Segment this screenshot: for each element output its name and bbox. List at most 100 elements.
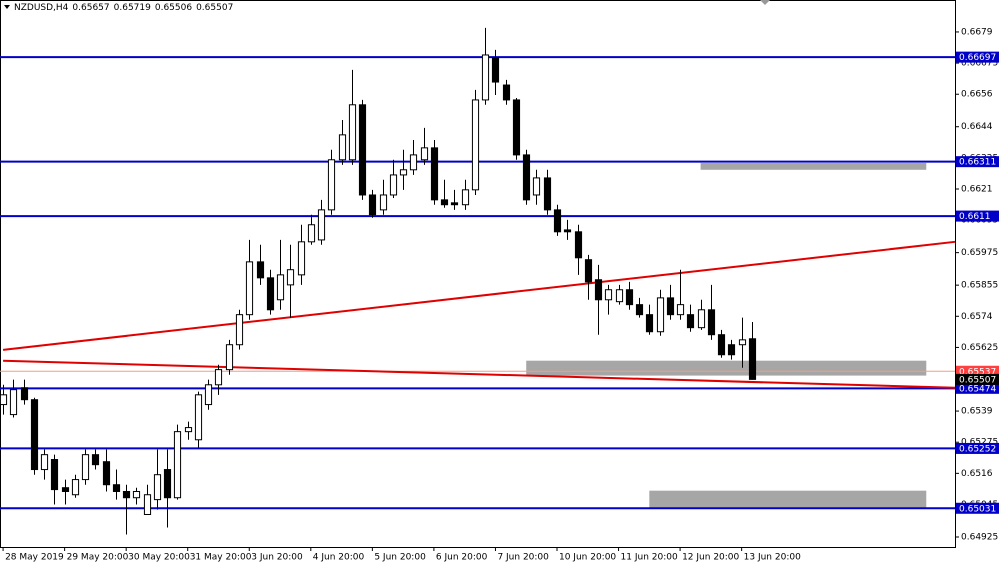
candle-body bbox=[574, 231, 583, 259]
candle-body bbox=[20, 387, 29, 401]
candle-body bbox=[173, 431, 182, 499]
candle-body bbox=[697, 309, 706, 329]
y-tick-label: 0.6574 bbox=[961, 312, 993, 322]
candle-body bbox=[532, 177, 541, 196]
candle-body bbox=[707, 309, 716, 336]
x-tick-label: 6 Jun 20:00 bbox=[436, 553, 488, 563]
candle-body bbox=[686, 314, 695, 329]
x-tick-label: 30 May 20:00 bbox=[128, 553, 190, 563]
candle-body bbox=[738, 339, 747, 346]
candle-body bbox=[584, 259, 593, 283]
candle-body bbox=[409, 154, 418, 171]
x-tick-label: 10 Jun 20:00 bbox=[559, 553, 616, 563]
candle-body bbox=[286, 269, 295, 286]
candle-body bbox=[266, 277, 275, 311]
level-label-box bbox=[956, 51, 999, 63]
bid-label: 0.65507 bbox=[959, 375, 996, 385]
y-tick-label: 0.6516 bbox=[961, 469, 993, 479]
x-tick-label: 4 Jun 20:00 bbox=[313, 553, 365, 563]
candle-body bbox=[163, 469, 172, 499]
y-tick-label: 0.64925 bbox=[961, 532, 998, 542]
level-label-box bbox=[956, 502, 999, 514]
candle-body bbox=[40, 454, 49, 471]
y-tick-label: 0.65855 bbox=[961, 281, 998, 291]
candle-body bbox=[225, 344, 234, 371]
trendline bbox=[2, 240, 956, 351]
zone bbox=[700, 163, 927, 170]
candle-body bbox=[122, 490, 131, 499]
candle-body bbox=[307, 224, 316, 243]
level-label: 0.65474 bbox=[959, 384, 996, 394]
candle-body bbox=[512, 99, 521, 156]
x-tick-label: 13 Jun 20:00 bbox=[744, 553, 801, 563]
candle-body bbox=[30, 399, 39, 471]
candle-body bbox=[112, 484, 121, 492]
candle-body bbox=[9, 389, 18, 416]
candle-body bbox=[81, 454, 90, 481]
candle-body bbox=[276, 274, 285, 301]
trendline bbox=[3, 359, 956, 389]
candle-body bbox=[676, 304, 685, 316]
y-tick-label: 0.66675 bbox=[961, 59, 998, 69]
level-label-box bbox=[956, 156, 999, 168]
candle-body bbox=[430, 147, 439, 201]
candle-body bbox=[717, 334, 726, 356]
candle-body bbox=[656, 297, 665, 333]
header-arrow bbox=[4, 5, 10, 9]
level-label: 0.65252 bbox=[959, 444, 996, 454]
candle-body bbox=[153, 474, 162, 501]
header-close: 0.65507 bbox=[196, 3, 233, 13]
candle-body bbox=[297, 241, 306, 276]
candle-body bbox=[481, 54, 490, 101]
candle-body bbox=[399, 169, 408, 176]
bid-label-box bbox=[956, 373, 999, 385]
candle-body bbox=[594, 279, 603, 301]
x-tick-label: 29 May 20:00 bbox=[67, 553, 129, 563]
candle-body bbox=[214, 369, 223, 386]
y-tick-label: 0.6644 bbox=[961, 122, 993, 132]
candle-body bbox=[625, 289, 634, 306]
y-tick-label: 0.65275 bbox=[961, 438, 998, 448]
candle-body bbox=[368, 194, 377, 216]
candle-body bbox=[635, 304, 644, 316]
ask-label: 0.65537 bbox=[959, 367, 996, 377]
level-label: 0.65031 bbox=[959, 504, 996, 514]
candle-body bbox=[727, 344, 736, 356]
candle-body bbox=[471, 99, 480, 191]
candle-body bbox=[338, 134, 347, 161]
candle-body bbox=[184, 427, 193, 433]
candle-body bbox=[327, 159, 336, 211]
candle-body bbox=[522, 154, 531, 201]
x-tick-label: 5 Jun 20:00 bbox=[374, 553, 426, 563]
y-tick-label: 0.6539 bbox=[961, 407, 993, 417]
candle-body bbox=[132, 490, 141, 499]
candle-body bbox=[645, 314, 654, 333]
candle-body bbox=[615, 289, 624, 303]
candle-body bbox=[491, 57, 500, 83]
x-tick-label: 7 Jun 20:00 bbox=[497, 553, 549, 563]
candle-body bbox=[604, 289, 613, 301]
y-tick-label: 0.6621 bbox=[961, 185, 993, 195]
candle-body bbox=[245, 261, 254, 316]
level-label-box bbox=[956, 210, 999, 222]
level-label-box bbox=[956, 442, 999, 454]
x-tick-label: 28 May 2019 bbox=[5, 553, 64, 563]
candle-body bbox=[440, 199, 449, 206]
candle-body bbox=[389, 174, 398, 196]
candle-body bbox=[502, 84, 511, 101]
candle-body bbox=[358, 104, 367, 196]
x-tick-label: 3 Jun 20:00 bbox=[251, 553, 303, 563]
candle-body bbox=[420, 147, 429, 161]
x-tick-label: 31 May 20:00 bbox=[190, 553, 252, 563]
candle-body bbox=[143, 494, 152, 516]
y-tick-label: 0.6679 bbox=[961, 27, 993, 37]
header-high: 0.65719 bbox=[114, 3, 151, 13]
y-tick-label: 0.65975 bbox=[961, 248, 998, 258]
candle-body bbox=[379, 194, 388, 211]
candle-body bbox=[0, 394, 8, 406]
y-tick-label: 0.6656 bbox=[961, 90, 993, 100]
header-low: 0.65506 bbox=[155, 3, 192, 13]
x-tick-label: 12 Jun 20:00 bbox=[682, 553, 739, 563]
header-open: 0.65657 bbox=[72, 3, 109, 13]
